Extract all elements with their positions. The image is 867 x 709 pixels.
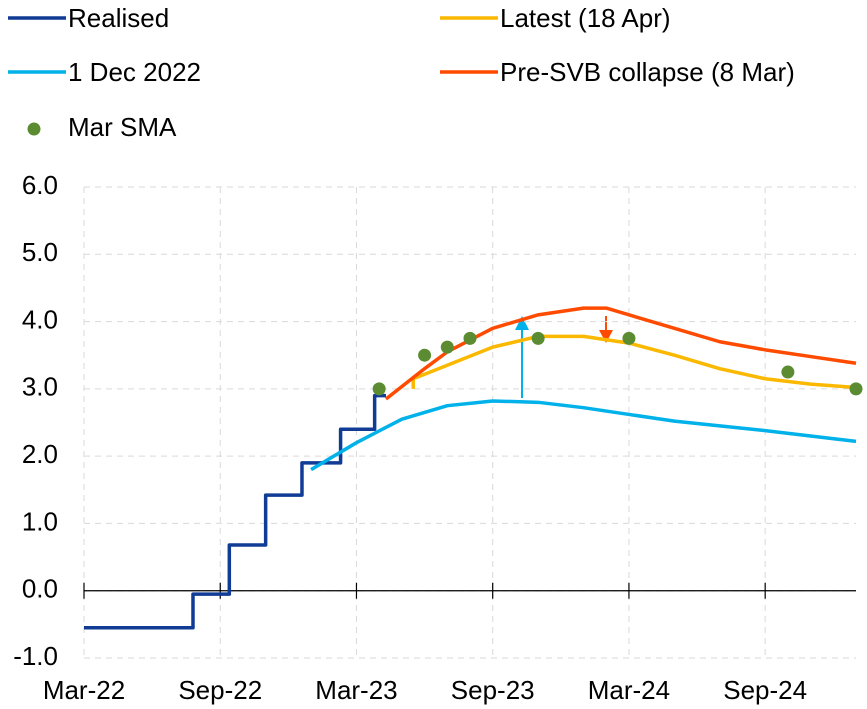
y-tick-label: -1.0 [13, 641, 58, 671]
data-point [440, 340, 454, 354]
y-tick-label: 6.0 [22, 170, 58, 200]
y-tick-label: 2.0 [22, 439, 58, 469]
series-line [84, 393, 386, 630]
x-tick-label: Mar-24 [588, 675, 670, 705]
data-point [531, 331, 545, 345]
series-line [384, 306, 857, 401]
x-tick-label: Sep-23 [451, 675, 535, 705]
data-point [463, 331, 477, 345]
y-tick-label: 1.0 [22, 506, 58, 536]
x-tick-label: Sep-24 [723, 675, 807, 705]
y-tick-label: 0.0 [22, 574, 58, 604]
data-point [849, 382, 863, 396]
legend-label: Latest (18 Apr) [500, 3, 671, 33]
data-point [781, 365, 795, 379]
data-point [622, 331, 636, 345]
series-line [310, 399, 857, 472]
series-line [411, 334, 857, 390]
legend-label: Realised [68, 3, 169, 33]
x-tick-label: Mar-23 [315, 675, 397, 705]
x-tick-label: Sep-22 [178, 675, 262, 705]
legend-label: 1 Dec 2022 [68, 57, 201, 87]
legend-label: Mar SMA [68, 112, 177, 142]
arrow-head [515, 316, 529, 330]
y-tick-label: 5.0 [22, 237, 58, 267]
y-tick-label: 3.0 [22, 372, 58, 402]
data-point [372, 382, 386, 396]
y-tick-label: 4.0 [22, 304, 58, 334]
arrow-head [599, 330, 613, 343]
legend-label: Pre-SVB collapse (8 Mar) [500, 57, 795, 87]
legend-marker [27, 122, 41, 136]
data-point [418, 348, 432, 362]
x-tick-label: Mar-22 [43, 675, 125, 705]
annotation-arrows [515, 316, 613, 398]
